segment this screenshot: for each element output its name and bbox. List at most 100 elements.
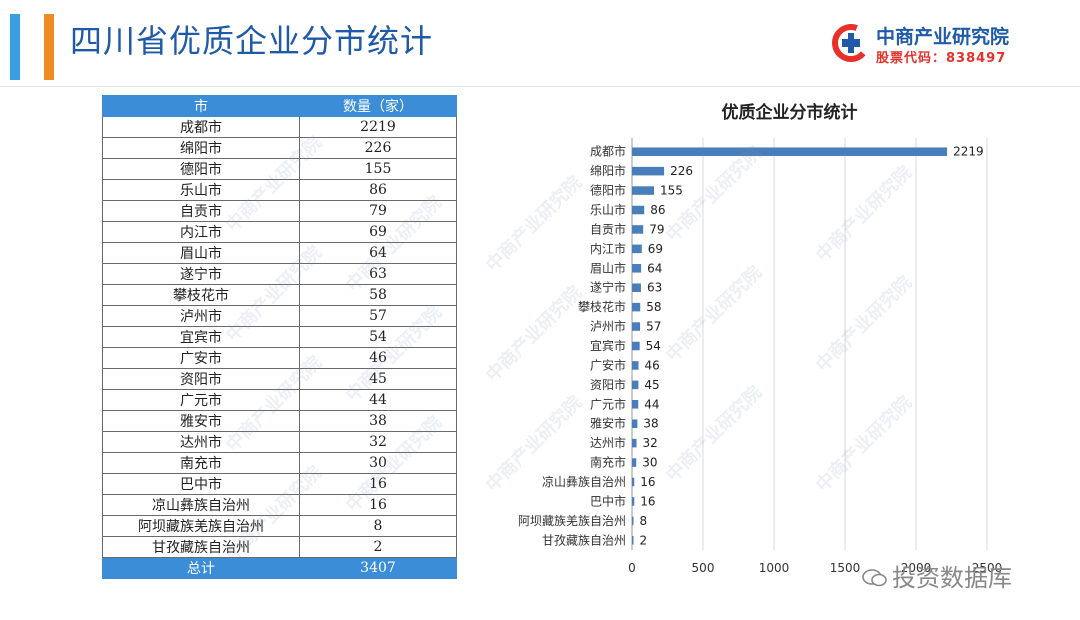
chart-category-label: 内江市 bbox=[590, 241, 626, 256]
chart-bar bbox=[632, 516, 634, 526]
wechat-source-label: 投资数据库 bbox=[892, 564, 1012, 592]
table-row: 南充市 30 bbox=[102, 452, 457, 474]
table-cell-count: 2 bbox=[299, 536, 457, 558]
table-cell-city: 自贡市 bbox=[102, 200, 300, 222]
chart-data-label: 2 bbox=[640, 533, 648, 547]
header-accent-orange bbox=[44, 14, 54, 80]
table-row: 广元市 44 bbox=[102, 389, 457, 411]
table-cell-count: 79 bbox=[299, 200, 457, 222]
table-row: 乐山市 86 bbox=[102, 179, 457, 201]
chart-category-label: 自贡市 bbox=[590, 221, 626, 236]
table-row: 阿坝藏族羌族自治州 8 bbox=[102, 515, 457, 537]
table-row: 雅安市 38 bbox=[102, 410, 457, 432]
table-cell-count: 155 bbox=[299, 158, 457, 180]
chart-bar bbox=[632, 361, 639, 370]
table-cell-count: 64 bbox=[299, 242, 457, 264]
chart-bar bbox=[632, 341, 640, 351]
table-cell-count: 226 bbox=[299, 137, 457, 159]
chart-x-tick-label: 1000 bbox=[759, 561, 790, 575]
chart-category-label: 成都市 bbox=[590, 144, 626, 159]
chart-data-label: 30 bbox=[642, 456, 657, 470]
chart-x-tick-label: 500 bbox=[692, 561, 715, 575]
table-row: 内江市 69 bbox=[102, 221, 457, 243]
table-cell-city: 达州市 bbox=[102, 431, 300, 453]
chart-category-label: 乐山市 bbox=[590, 202, 626, 217]
chart-data-label: 44 bbox=[644, 397, 659, 411]
table-cell-count: 86 bbox=[299, 179, 457, 201]
chart-bar bbox=[632, 186, 655, 195]
table-cell-count: 57 bbox=[299, 305, 457, 327]
chart-category-label: 攀枝花市 bbox=[578, 299, 626, 314]
table-cell-city: 巴中市 bbox=[102, 473, 300, 495]
table-cell-city: 南充市 bbox=[102, 452, 300, 474]
table-cell-city: 宜宾市 bbox=[102, 326, 300, 348]
chart-category-label: 阿坝藏族羌族自治州 bbox=[518, 514, 626, 528]
table-cell-city: 资阳市 bbox=[102, 368, 300, 390]
table-header-count: 数量（家） bbox=[299, 95, 457, 117]
chart-data-label: 32 bbox=[643, 436, 658, 450]
chart-data-label: 38 bbox=[643, 417, 658, 431]
table-cell-count: 58 bbox=[299, 284, 457, 306]
wechat-icon bbox=[862, 569, 887, 587]
table-cell-city: 德阳市 bbox=[102, 158, 300, 180]
chart-category-label: 遂宁市 bbox=[590, 280, 626, 295]
chart-data-label: 79 bbox=[649, 222, 664, 236]
table-row: 资阳市 45 bbox=[102, 368, 457, 390]
table-cell-city: 广元市 bbox=[102, 389, 300, 411]
chart-data-label: 64 bbox=[647, 261, 662, 275]
chart-category-label: 甘孜藏族自治州 bbox=[542, 533, 626, 547]
chart-data-label: 2219 bbox=[953, 145, 984, 159]
chart-data-label: 46 bbox=[645, 358, 660, 372]
chart-data-label: 16 bbox=[640, 494, 655, 508]
header-accent-blue bbox=[10, 14, 20, 80]
table-cell-city: 凉山彝族自治州 bbox=[102, 494, 300, 516]
table-row: 达州市 32 bbox=[102, 431, 457, 453]
page-title: 四川省优质企业分市统计 bbox=[70, 22, 434, 60]
table-cell-count: 45 bbox=[299, 368, 457, 390]
chart-bar bbox=[632, 322, 641, 331]
table-row: 德阳市 155 bbox=[102, 158, 457, 180]
chart-data-label: 86 bbox=[650, 203, 665, 217]
table-cell-city: 眉山市 bbox=[102, 242, 300, 264]
chart-data-label: 69 bbox=[648, 242, 663, 256]
chart-bar bbox=[632, 302, 641, 312]
table-cell-city: 乐山市 bbox=[102, 179, 300, 201]
table-row: 眉山市 64 bbox=[102, 242, 457, 264]
table-cell-city: 内江市 bbox=[102, 221, 300, 243]
chart-data-label: 63 bbox=[647, 281, 662, 295]
table-header-row: 市 数量（家） bbox=[102, 95, 457, 117]
chart-bar bbox=[632, 264, 642, 273]
chart-bar bbox=[632, 166, 665, 176]
table-row: 攀枝花市 58 bbox=[102, 284, 457, 306]
table-cell-city: 攀枝花市 bbox=[102, 284, 300, 306]
chart-category-label: 雅安市 bbox=[590, 416, 626, 431]
table-cell-count: 2219 bbox=[299, 116, 457, 138]
table-cell-count: 16 bbox=[299, 473, 457, 495]
chart-category-label: 南充市 bbox=[590, 455, 626, 470]
chart-bar bbox=[632, 400, 639, 409]
chart-category-label: 眉山市 bbox=[590, 260, 626, 275]
chart-bar bbox=[632, 419, 638, 428]
header-divider bbox=[0, 86, 1080, 87]
chart-data-label: 57 bbox=[646, 320, 661, 334]
table-cell-count: 69 bbox=[299, 221, 457, 243]
chart-category-label: 泸州市 bbox=[590, 319, 626, 334]
table-total-value: 3407 bbox=[299, 557, 457, 579]
wechat-source-mark: 投资数据库 bbox=[862, 558, 1012, 593]
table-row: 绵阳市 226 bbox=[102, 137, 457, 159]
table-cell-count: 16 bbox=[299, 494, 457, 516]
chart-bar bbox=[632, 225, 644, 234]
table-row: 泸州市 57 bbox=[102, 305, 457, 327]
chart-category-label: 广安市 bbox=[590, 357, 626, 372]
chart-bar bbox=[632, 458, 637, 467]
table-cell-count: 54 bbox=[299, 326, 457, 348]
table-cell-count: 30 bbox=[299, 452, 457, 474]
table-row: 成都市 2219 bbox=[102, 116, 457, 138]
chart-x-tick-label: 0 bbox=[628, 561, 636, 575]
chart-bar bbox=[632, 477, 635, 487]
table-cell-city: 广安市 bbox=[102, 347, 300, 369]
chart-category-label: 宜宾市 bbox=[590, 338, 626, 353]
table-total-label: 总计 bbox=[102, 557, 300, 579]
chart-bar bbox=[632, 147, 948, 156]
